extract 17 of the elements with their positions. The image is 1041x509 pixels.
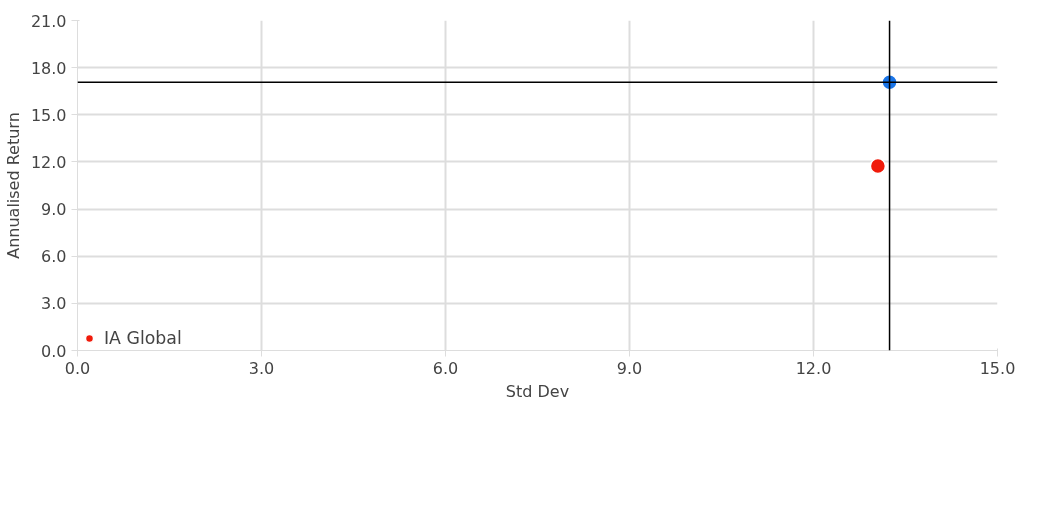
y-tick-label: 18.0	[30, 58, 67, 78]
y-tick-label: 3.0	[41, 294, 67, 314]
x-axis-title: Std Dev	[505, 381, 570, 401]
y-axis-title: Annualised Return	[3, 112, 23, 259]
x-tick-label: 3.0	[248, 358, 275, 378]
y-tick-label: 21.0	[30, 11, 67, 31]
legend-label: IA Global	[104, 328, 182, 348]
x-tick-label: 12.0	[795, 358, 832, 378]
x-tick-label: 15.0	[979, 358, 1016, 378]
x-tick-label: 0.0	[64, 358, 91, 378]
y-tick-label: 6.0	[41, 247, 67, 267]
y-tick-label: 0.0	[41, 341, 67, 361]
x-tick-label: 9.0	[616, 358, 643, 378]
x-tick-label: 6.0	[432, 358, 459, 378]
y-tick-label: 9.0	[41, 200, 67, 220]
y-tick-label: 12.0	[30, 152, 67, 172]
y-tick-label: 15.0	[30, 105, 67, 125]
